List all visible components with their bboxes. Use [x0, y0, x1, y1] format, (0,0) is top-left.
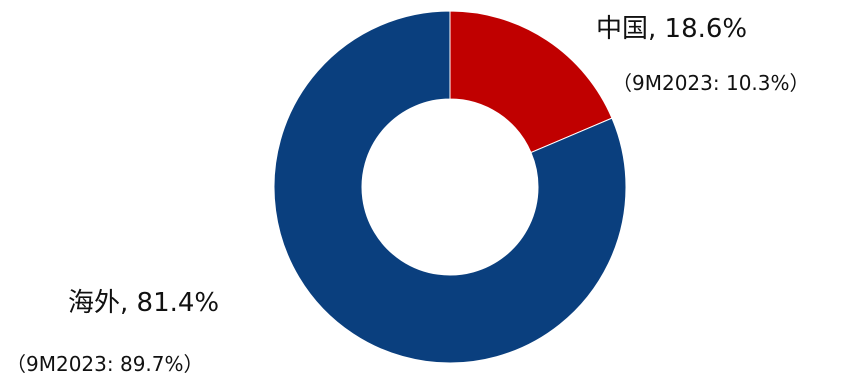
label-overseas-sub: （9M2023: 89.7%）: [6, 352, 204, 376]
label-overseas-main: 海外, 81.4%: [68, 288, 219, 318]
label-china-main: 中国, 18.6%: [596, 14, 747, 44]
donut-slices: [274, 11, 626, 363]
label-china-sub: （9M2023: 10.3%）: [612, 71, 810, 95]
